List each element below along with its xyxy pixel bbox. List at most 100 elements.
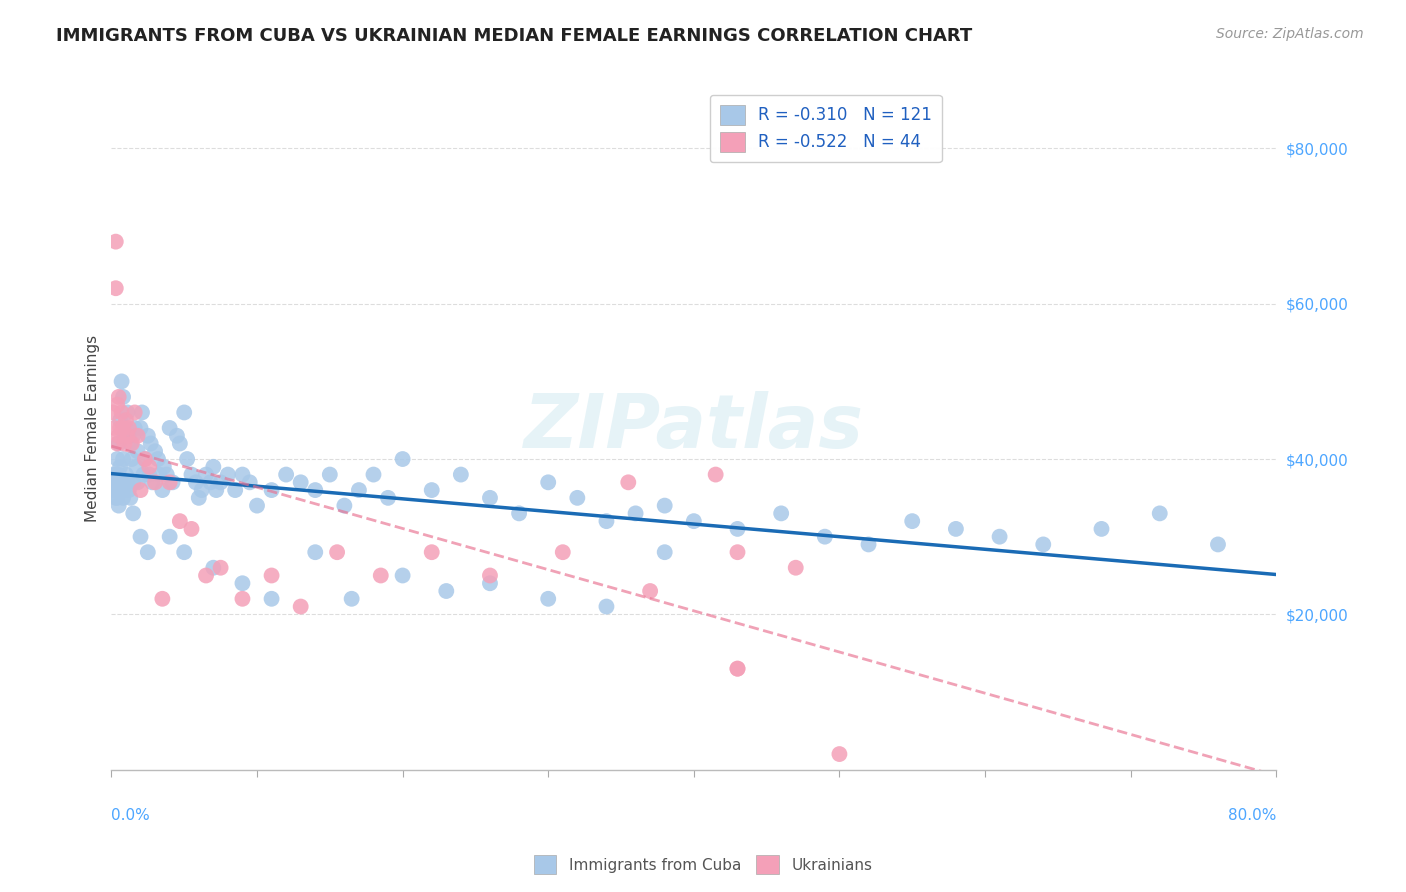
Point (131, 405, 153, 419)
Point (107, 483, 129, 497)
Point (153, 459, 176, 474)
Point (209, 560, 232, 574)
Point (176, 452, 198, 467)
Point (107, 499, 129, 513)
Point (209, 475, 232, 490)
Point (105, 475, 128, 490)
Point (104, 483, 127, 497)
Point (156, 467, 179, 482)
Point (727, 545, 749, 559)
Point (117, 405, 139, 419)
Point (1149, 507, 1171, 521)
Point (363, 467, 385, 482)
Point (205, 483, 228, 497)
Point (654, 545, 676, 559)
Point (138, 459, 160, 474)
Point (108, 421, 131, 435)
Point (107, 436, 129, 450)
Point (537, 591, 560, 606)
Point (333, 499, 356, 513)
Point (420, 483, 443, 497)
Point (304, 545, 326, 559)
Text: 80.0%: 80.0% (1227, 808, 1277, 823)
Point (478, 568, 501, 582)
Point (450, 467, 472, 482)
Point (727, 662, 749, 676)
Point (105, 452, 128, 467)
Point (200, 475, 222, 490)
Text: Source: ZipAtlas.com: Source: ZipAtlas.com (1216, 27, 1364, 41)
Point (125, 459, 148, 474)
Point (112, 452, 135, 467)
Point (770, 507, 793, 521)
Point (654, 499, 676, 513)
Point (638, 584, 661, 599)
Point (1032, 537, 1054, 551)
Point (115, 467, 138, 482)
Point (115, 413, 138, 427)
Point (231, 576, 253, 591)
Point (595, 599, 617, 614)
Point (104, 235, 127, 249)
Point (112, 491, 135, 505)
Point (1090, 522, 1112, 536)
Point (122, 428, 145, 442)
Point (150, 483, 173, 497)
Point (114, 428, 136, 442)
Point (478, 491, 501, 505)
Point (246, 499, 269, 513)
Point (478, 576, 501, 591)
Point (103, 475, 125, 490)
Point (112, 483, 135, 497)
Point (104, 491, 127, 505)
Point (139, 436, 162, 450)
Point (195, 568, 218, 582)
Point (173, 545, 195, 559)
Point (104, 467, 127, 482)
Point (551, 545, 574, 559)
Point (103, 483, 125, 497)
Point (727, 522, 749, 536)
Point (828, 747, 851, 761)
Point (127, 444, 149, 458)
Point (143, 444, 166, 458)
Point (319, 467, 342, 482)
Point (136, 428, 159, 442)
Point (180, 522, 202, 536)
Point (231, 467, 253, 482)
Point (107, 467, 129, 482)
Point (704, 467, 727, 482)
Point (108, 459, 131, 474)
Point (370, 568, 392, 582)
Point (115, 421, 138, 435)
Point (173, 405, 195, 419)
Point (727, 662, 749, 676)
Point (1206, 537, 1229, 551)
Point (104, 281, 127, 295)
Point (901, 514, 924, 528)
Point (858, 537, 880, 551)
Point (134, 452, 156, 467)
Point (814, 530, 837, 544)
Point (166, 428, 188, 442)
Point (124, 421, 146, 435)
Point (224, 483, 246, 497)
Point (110, 375, 132, 389)
Point (118, 421, 141, 435)
Point (101, 467, 124, 482)
Point (117, 428, 139, 442)
Point (129, 483, 152, 497)
Point (617, 475, 640, 490)
Text: IMMIGRANTS FROM CUBA VS UKRAINIAN MEDIAN FEMALE EARNINGS CORRELATION CHART: IMMIGRANTS FROM CUBA VS UKRAINIAN MEDIAN… (56, 27, 973, 45)
Point (134, 452, 156, 467)
Point (118, 483, 141, 497)
Point (150, 591, 173, 606)
Point (108, 483, 131, 497)
Point (508, 507, 530, 521)
Point (169, 514, 191, 528)
Point (107, 475, 129, 490)
Point (112, 421, 135, 435)
Point (122, 475, 145, 490)
Point (114, 475, 136, 490)
Point (217, 467, 239, 482)
